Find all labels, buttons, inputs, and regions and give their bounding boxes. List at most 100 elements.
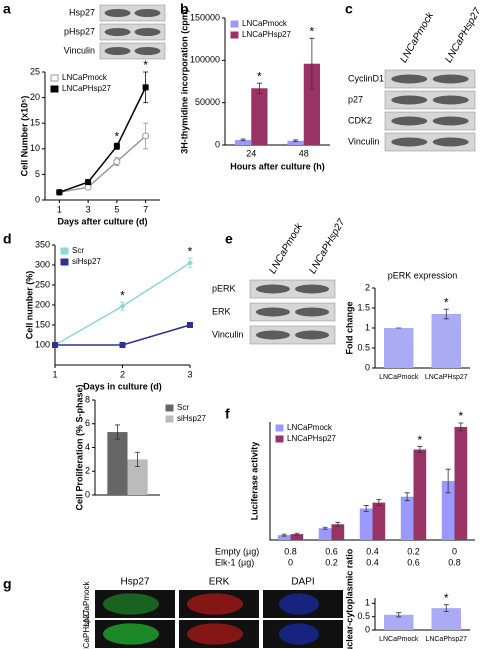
blot-band (432, 95, 469, 105)
legend-label: Scr (72, 246, 84, 255)
blot-column-label: LNCaPmock (398, 10, 436, 65)
legend-label: LNCaPmock (62, 73, 108, 82)
legend-label: siHsp27 (72, 257, 101, 266)
legend-label: Scr (177, 403, 189, 412)
bar (251, 88, 268, 145)
annotation: * (188, 244, 193, 258)
x-tick-label: 5 (114, 204, 119, 214)
blot-band (104, 28, 131, 36)
blot-band (391, 137, 428, 147)
blot-band (295, 307, 330, 317)
blot-row-label: pHsp27 (64, 26, 95, 36)
marker (52, 342, 58, 348)
y-tick-label: 200 (35, 299, 50, 309)
blot-strip (99, 23, 166, 41)
legend-swatch (230, 31, 239, 39)
y-tick-label: 4 (85, 442, 90, 452)
x-table-value: 0.2 (325, 557, 338, 567)
marker (113, 158, 121, 166)
y-tick-label: 10 (30, 143, 40, 153)
y-tick-label: 0 (365, 362, 370, 372)
blot-band (134, 28, 161, 36)
x-tick-label: 48 (299, 148, 309, 158)
x-tick-label: LNCaPhsp27 (425, 636, 467, 643)
bar (318, 528, 332, 540)
micrograph-column-label: ERK (209, 577, 230, 588)
error-bar (376, 499, 382, 506)
marker (84, 183, 92, 191)
micrograph-row-label: LNCaPmock (82, 581, 91, 627)
bar (384, 614, 414, 630)
bar (454, 426, 468, 540)
legend-label: LNCaPHsp27 (62, 84, 111, 93)
error-bar (443, 604, 449, 612)
y-tick-label: 25 (30, 66, 40, 76)
x-tick-label: 24 (246, 148, 256, 158)
panel-letter: b (180, 1, 189, 17)
marker (142, 132, 150, 140)
annotation: * (444, 295, 449, 309)
x-table-value: 0.6 (407, 557, 420, 567)
x-table-value: 0.4 (366, 557, 379, 567)
blot-column-label: LNCaPHsp27 (443, 6, 483, 65)
error-bar (445, 468, 451, 494)
series-line (59, 87, 147, 194)
x-axis-label: Days in culture (d) (83, 381, 162, 391)
blot-band (432, 74, 469, 84)
x-tick-label: LNCaPmock (379, 636, 419, 643)
y-tick-label: 20 (30, 92, 40, 102)
blot-band (432, 137, 469, 147)
blot-row-label: ERK (212, 306, 231, 316)
y-tick-label: 0 (35, 194, 40, 204)
micrograph-cell (279, 593, 319, 615)
annotation: * (257, 69, 262, 83)
blot-column-label: LNCaPmock (267, 221, 305, 276)
bar (359, 508, 373, 540)
legend-swatch (165, 404, 174, 412)
legend-swatch (165, 415, 174, 423)
micrograph-cell (103, 593, 159, 615)
annotation: * (143, 58, 148, 72)
y-tick-label: 0.5 (357, 342, 370, 352)
error-bar (443, 308, 449, 320)
y-tick-label: 15 (30, 118, 40, 128)
panel-letter: c (345, 1, 353, 17)
annotation: * (115, 129, 120, 143)
blot-strip (249, 279, 336, 299)
marker (119, 303, 126, 310)
error-bar (396, 612, 402, 618)
error-bar (363, 505, 369, 512)
y-tick-label: 1 (365, 598, 370, 608)
bar (290, 534, 304, 540)
marker (85, 179, 92, 186)
y-tick-label: 250 (35, 279, 50, 289)
x-table-value: 0.2 (407, 546, 420, 556)
error-bar (458, 422, 464, 432)
error-bar (135, 451, 141, 467)
blot-band (391, 95, 428, 105)
legend-swatch (50, 85, 59, 93)
error-bar (417, 446, 423, 453)
bar (303, 63, 321, 145)
error-bar (309, 37, 315, 90)
annotation: * (310, 24, 315, 38)
bar (384, 328, 414, 368)
legend-swatch (60, 258, 69, 266)
y-axis-label: Luciferase activity (249, 442, 259, 521)
y-axis-label: Cell Number (x10⁵) (19, 96, 29, 177)
bar (277, 535, 291, 540)
panel-letter: f (225, 406, 230, 422)
series-line (59, 135, 147, 194)
y-axis-label: Fold change (344, 301, 354, 354)
y-tick-label: 0 (365, 624, 370, 634)
blot-row-label: CyclinD1 (348, 73, 384, 83)
y-tick-label: 350 (35, 239, 50, 249)
legend-swatch (275, 435, 284, 443)
bar (413, 449, 427, 540)
x-table-label: Elk-1 (µg) (215, 557, 254, 567)
x-table-value: 0.8 (448, 557, 461, 567)
error-bar (335, 521, 341, 527)
chart-title: pERK expression (388, 270, 458, 280)
blot-strip (249, 302, 336, 322)
blot-band (295, 284, 330, 294)
